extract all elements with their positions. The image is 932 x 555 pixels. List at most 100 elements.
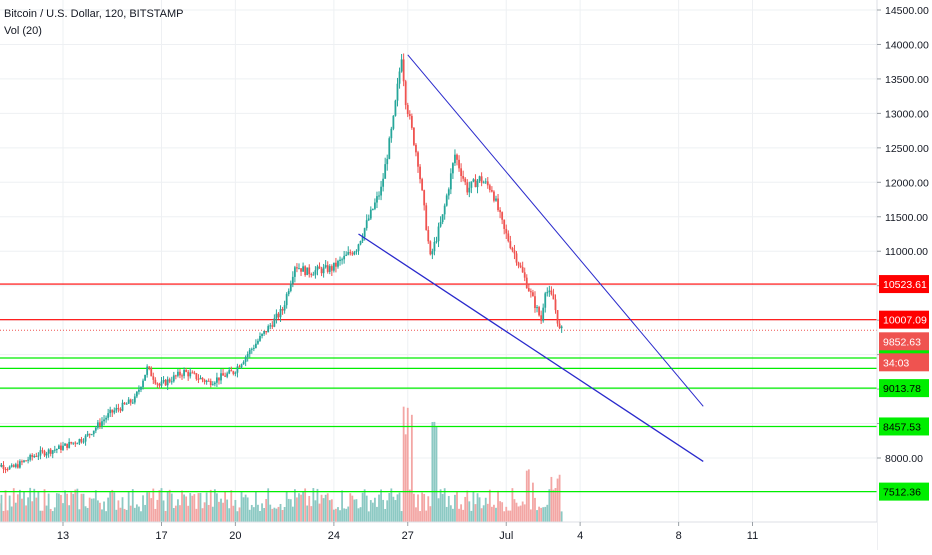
volume-bar — [1, 495, 3, 522]
volume-bar — [79, 509, 81, 522]
candle-body — [259, 336, 261, 341]
volume-indicator-label[interactable]: Vol (20) — [4, 23, 184, 40]
candle-body — [325, 265, 327, 267]
volume-bar — [189, 493, 191, 522]
volume-bar — [70, 492, 72, 522]
volume-bar — [368, 511, 370, 522]
candle-body — [538, 307, 540, 315]
volume-bar — [226, 500, 228, 522]
volume-bar — [191, 496, 193, 522]
candle-body — [35, 456, 37, 457]
volume-bar — [46, 506, 48, 522]
volume-bar — [509, 511, 511, 522]
candle-body — [382, 179, 384, 187]
candle-body — [532, 292, 534, 296]
volume-bar — [173, 508, 175, 522]
candle-body — [89, 434, 91, 435]
volume-bar — [27, 497, 29, 522]
candle-body — [70, 442, 72, 443]
volume-bar — [91, 499, 93, 522]
volume-bar — [395, 500, 397, 522]
volume-bar — [122, 497, 124, 522]
candle-body — [204, 380, 206, 382]
volume-bar — [105, 511, 107, 522]
candle-body — [550, 291, 552, 295]
candle-body — [516, 253, 518, 262]
volume-bar — [5, 490, 7, 522]
candle-body — [31, 455, 33, 457]
volume-bar — [128, 492, 130, 522]
candle-body — [93, 431, 95, 435]
volume-bar — [214, 489, 216, 522]
candle-body — [310, 274, 312, 275]
candle-body — [107, 413, 109, 418]
volume-bar — [337, 507, 339, 522]
candle-body — [306, 267, 308, 275]
volume-bar — [35, 498, 37, 522]
candle-body — [464, 179, 466, 183]
candle-body — [499, 210, 501, 212]
price-tick-label: 11000.00 — [885, 246, 928, 258]
candle-body — [74, 443, 76, 444]
resistance-price-label: 10523.61 — [883, 279, 927, 291]
candle-body — [200, 378, 202, 379]
candle-body — [479, 176, 481, 181]
candle-body — [466, 182, 468, 192]
candle-body — [273, 318, 275, 326]
candle-body — [497, 199, 499, 211]
volume-bar — [325, 495, 327, 522]
volume-bar — [497, 491, 499, 522]
candle-body — [553, 294, 555, 299]
candle-body — [120, 409, 122, 411]
candle-body — [156, 383, 158, 384]
volume-bar — [528, 469, 530, 522]
candle-body — [171, 381, 173, 382]
volume-bar — [81, 494, 83, 522]
volume-bar — [440, 489, 442, 522]
volume-bar — [269, 505, 271, 522]
volume-bar — [415, 507, 417, 522]
time-axis[interactable] — [0, 522, 877, 550]
time-tick-label: Jul — [499, 530, 513, 542]
candle-body — [230, 370, 232, 371]
candle-body — [450, 173, 452, 189]
time-tick-label: 11 — [747, 530, 758, 542]
volume-bar — [148, 492, 150, 522]
symbol-title[interactable]: Bitcoin / U.S. Dollar, 120, BITSTAMP — [4, 6, 184, 23]
volume-bar — [386, 500, 388, 522]
volume-bar — [444, 488, 446, 522]
candle-body — [169, 379, 171, 381]
candle-body — [294, 267, 296, 277]
candle-body — [286, 294, 288, 305]
volume-bar — [50, 509, 52, 522]
volume-bar — [431, 422, 433, 522]
candle-body — [413, 128, 415, 145]
candle-body — [95, 428, 97, 431]
candle-body — [401, 59, 403, 71]
volume-bar — [247, 497, 249, 522]
candle-body — [493, 192, 495, 201]
candle-body — [226, 373, 228, 376]
trendline-upper[interactable] — [408, 55, 704, 407]
candle-body — [237, 366, 239, 372]
candle-body — [79, 439, 81, 443]
volume-bar — [68, 505, 70, 522]
volume-bar — [23, 491, 25, 522]
candle-body — [372, 209, 374, 210]
candle-body — [183, 370, 185, 376]
volume-bar — [374, 498, 376, 522]
volume-bar — [403, 407, 405, 522]
trendline-lower[interactable] — [359, 234, 704, 461]
volume-bar — [421, 493, 423, 522]
volume-bar — [85, 506, 87, 522]
candle-body — [308, 267, 310, 274]
volume-bar — [263, 508, 265, 522]
volume-bar — [460, 504, 462, 522]
volume-bar — [485, 498, 487, 522]
volume-bar — [7, 510, 9, 522]
volume-bar — [411, 415, 413, 522]
volume-bar — [468, 501, 470, 522]
candle-body — [58, 446, 60, 449]
